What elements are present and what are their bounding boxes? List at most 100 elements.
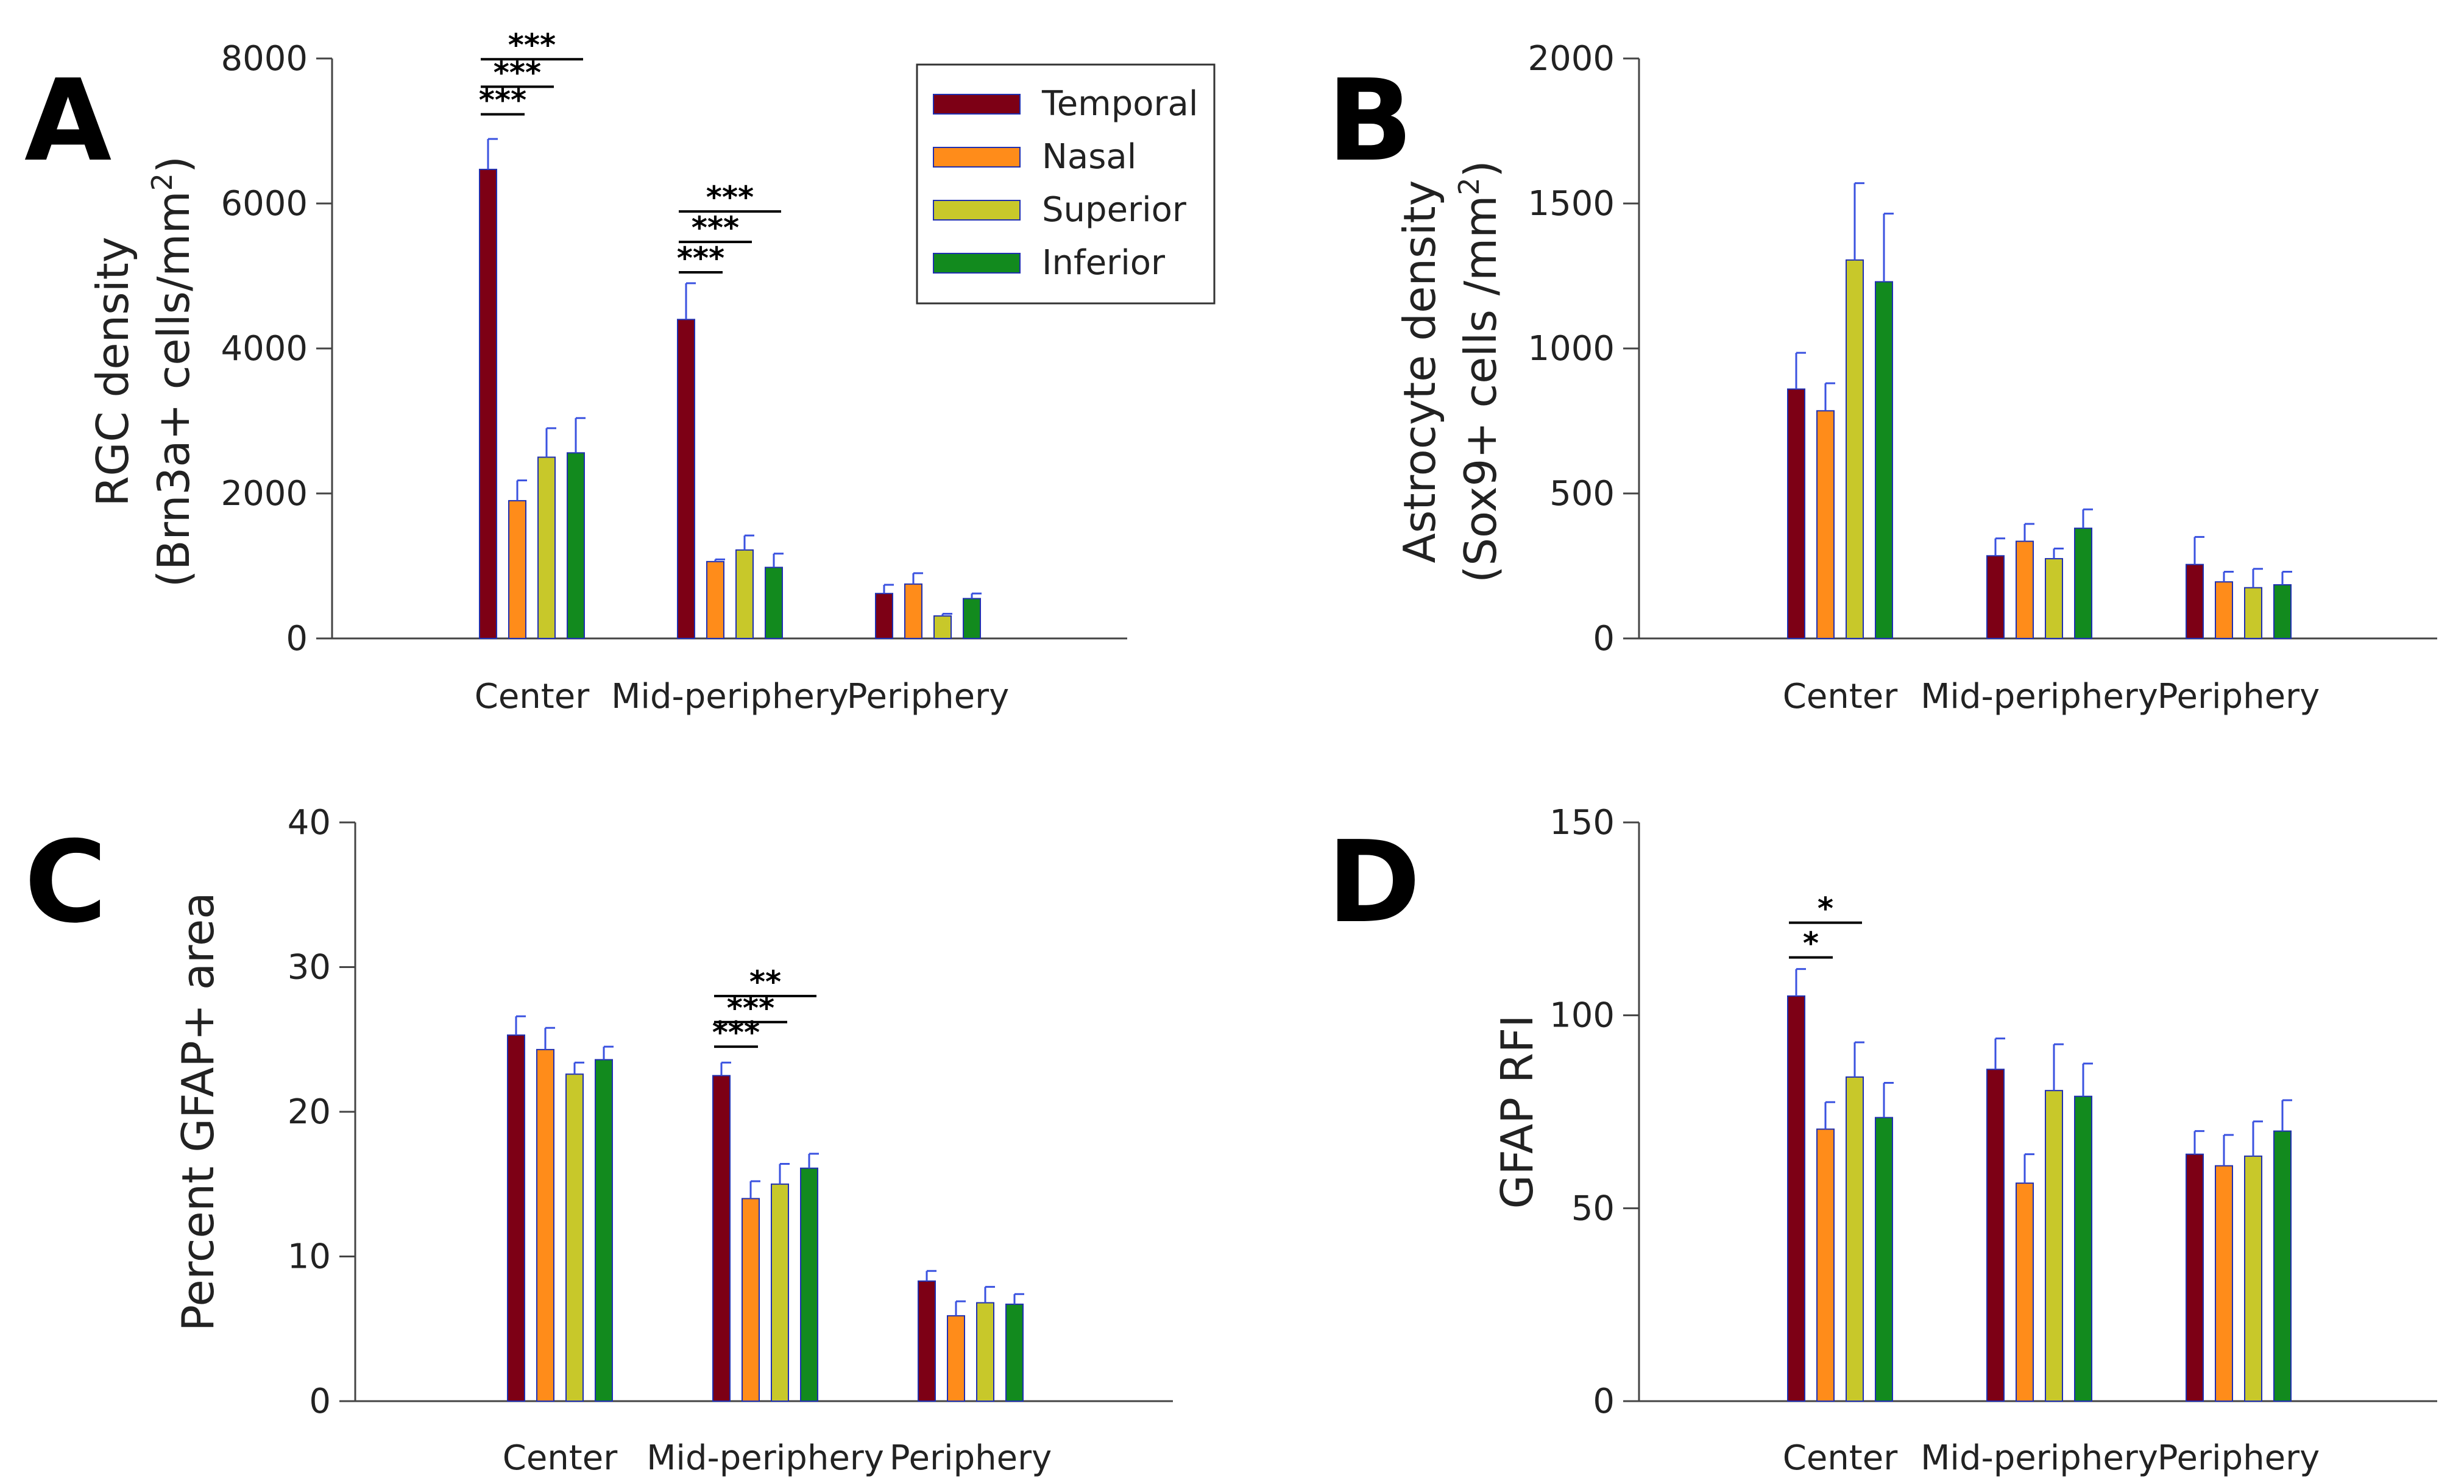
legend-swatch-temporal	[933, 94, 1021, 115]
bar-inferior	[2273, 1130, 2292, 1402]
legend: Temporal Nasal Superior Inferior	[916, 63, 1216, 305]
legend-label: Superior	[1042, 190, 1187, 230]
legend-swatch-nasal	[933, 147, 1021, 168]
x-category-label: Mid-periphery	[646, 1438, 884, 1478]
y-tick-label: 6000	[221, 184, 308, 224]
y-tick-label: 40	[288, 803, 331, 843]
x-category-label: Periphery	[847, 677, 1009, 716]
bar-temporal	[1787, 388, 1805, 639]
panel-letter: A	[24, 55, 112, 186]
bar-temporal	[712, 1075, 731, 1402]
y-tick-label: 4000	[221, 329, 308, 369]
bar-temporal	[507, 1034, 525, 1402]
y-axis-subtitle: (Brn3a+ cells/mm2)	[146, 156, 199, 587]
x-category-label: Periphery	[2158, 1438, 2320, 1478]
y-tick-label: 10	[288, 1237, 331, 1277]
panel-b: B 0 500 1000 1500 2000 Center Mid-peripheryPeri…	[1327, 39, 2437, 716]
significance-label: ***	[692, 210, 739, 246]
bar-nasal	[508, 500, 526, 640]
bar-inferior	[2074, 528, 2092, 639]
panel-letter: B	[1327, 55, 1413, 186]
bar-temporal	[2186, 564, 2204, 639]
bar-nasal	[2215, 1165, 2233, 1402]
legend-label: Nasal	[1042, 137, 1136, 177]
y-axis-subtitle-text: (Brn3a+ cells/mm	[148, 191, 199, 587]
bar-temporal	[1986, 1069, 2005, 1402]
bar-nasal	[2215, 581, 2233, 639]
y-tick-label: 0	[286, 619, 308, 659]
x-category-label: Mid-periphery	[611, 677, 849, 716]
bar-temporal	[1986, 555, 2005, 640]
y-axis-title: RGC density	[87, 237, 138, 507]
bar-superior	[1846, 1076, 1864, 1402]
y-axis-subtitle: (Sox9+ cells /mm2)	[1453, 160, 1506, 582]
bar-temporal	[1787, 995, 1805, 1402]
y-axis-subtitle-close: )	[148, 156, 199, 173]
y-tick-label: 50	[1571, 1189, 1615, 1228]
bar-inferior	[1005, 1303, 1024, 1402]
y-axis-subtitle-text: (Sox9+ cells /mm	[1455, 196, 1506, 583]
bar-superior	[2045, 558, 2063, 639]
bar-nasal	[742, 1198, 760, 1402]
x-category-label: Mid-periphery	[1921, 1438, 2158, 1478]
y-tick-label: 0	[1593, 1382, 1615, 1421]
significance-label: ***	[508, 27, 556, 63]
bar-inferior	[800, 1167, 818, 1402]
legend-label: Temporal	[1041, 84, 1198, 124]
bar-nasal	[1816, 1128, 1835, 1402]
panel-letter: D	[1327, 816, 1421, 948]
bar-nasal	[2016, 540, 2034, 639]
bar-inferior	[2074, 1095, 2092, 1402]
y-axis-subtitle-superscript: 2	[1453, 177, 1485, 195]
bar-inferior	[567, 452, 585, 639]
bar-superior	[976, 1302, 994, 1402]
y-axis-title: GFAP RFI	[1492, 1015, 1543, 1209]
bar-temporal	[677, 319, 695, 639]
bar-inferior	[963, 598, 981, 639]
y-tick-label: 500	[1549, 474, 1615, 514]
significance-label: ***	[677, 241, 724, 276]
bar-temporal	[875, 593, 893, 639]
y-axis-subtitle-superscript: 2	[146, 173, 179, 191]
y-tick-label: 0	[309, 1382, 331, 1421]
y-axis-subtitle-close: )	[1455, 160, 1506, 177]
bar-nasal	[2016, 1182, 2034, 1402]
bar-nasal	[706, 560, 724, 639]
y-tick-label: 1000	[1528, 329, 1615, 369]
y-axis-title: Percent GFAP+ area	[172, 892, 224, 1332]
legend-swatch-superior	[933, 200, 1021, 221]
y-tick-label: 20	[288, 1092, 331, 1132]
bar-inferior	[1875, 281, 1893, 639]
legend-swatch-inferior	[933, 253, 1021, 274]
bar-inferior	[765, 567, 783, 640]
y-tick-label: 0	[1593, 619, 1615, 659]
y-tick-label: 30	[288, 948, 331, 988]
significance-label: **	[749, 964, 781, 1000]
bar-superior	[933, 615, 952, 639]
bar-nasal	[536, 1048, 554, 1402]
x-category-label: Periphery	[890, 1438, 1052, 1478]
panel-c: C 0 10 20 30 40 Center Mid-periphery Periphery Pe…	[24, 803, 1173, 1478]
bar-inferior	[2273, 584, 2292, 639]
panel-letter: C	[24, 816, 107, 948]
bar-superior	[771, 1183, 789, 1402]
bar-superior	[735, 549, 754, 639]
bar-superior	[1846, 259, 1864, 639]
bar-superior	[565, 1073, 584, 1402]
bar-temporal	[479, 169, 497, 639]
significance-label: *	[1818, 891, 1833, 927]
bar-temporal	[918, 1280, 936, 1402]
bar-inferior	[595, 1059, 613, 1402]
x-category-label: Center	[503, 1438, 618, 1478]
y-tick-label: 2000	[221, 474, 308, 514]
bar-nasal	[1816, 410, 1835, 640]
legend-label: Inferior	[1042, 243, 1166, 283]
significance-label: *	[1803, 926, 1819, 961]
y-tick-label: 8000	[221, 39, 308, 79]
significance-label: ***	[479, 83, 526, 118]
bar-superior	[2045, 1090, 2063, 1402]
panel-a: A 0 2000 4000 6000 8000 Center Mid-peripheryPer…	[24, 27, 1216, 716]
y-tick-label: 2000	[1528, 39, 1615, 79]
